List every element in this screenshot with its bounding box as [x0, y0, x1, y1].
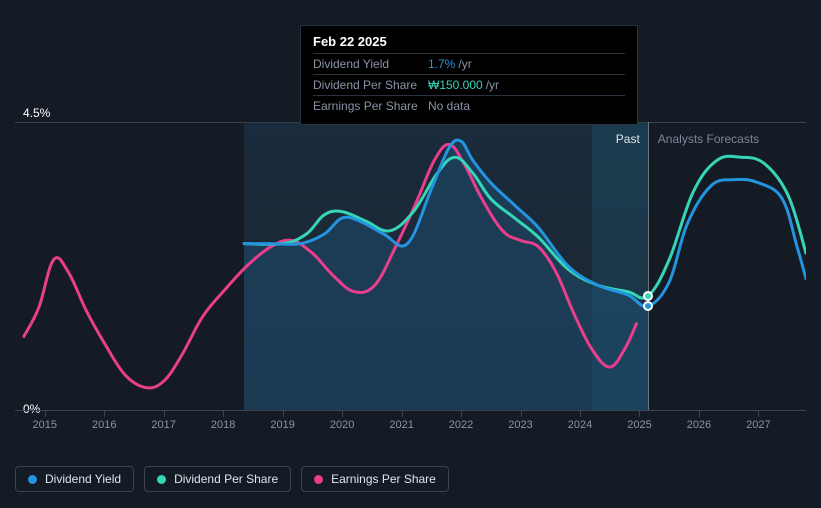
- x-tick-label: 2023: [508, 419, 532, 431]
- tooltip-row: Dividend Yield1.7%/yr: [313, 53, 625, 74]
- legend-item[interactable]: Dividend Per Share: [144, 466, 291, 492]
- tooltip-metric-label: Dividend Per Share: [313, 78, 428, 92]
- x-tick-label: 2022: [449, 419, 473, 431]
- legend-dot: [314, 475, 323, 484]
- x-tick-line: [580, 411, 581, 417]
- x-tick-line: [164, 411, 165, 417]
- tooltip-metric-value: ₩150.000: [428, 78, 483, 92]
- legend-label: Earnings Per Share: [331, 472, 436, 486]
- legend-label: Dividend Yield: [45, 472, 121, 486]
- tooltip-metric-unit: /yr: [486, 78, 499, 92]
- x-tick-line: [45, 411, 46, 417]
- x-tick-line: [639, 411, 640, 417]
- line-chart-svg: [15, 122, 806, 410]
- x-tick-label: 2015: [32, 419, 56, 431]
- tooltip-row: Dividend Per Share₩150.000/yr: [313, 74, 625, 95]
- tooltip-metric-unit: /yr: [458, 57, 471, 71]
- tooltip-date: Feb 22 2025: [313, 34, 625, 53]
- chart-area: 4.5% Past Analysts Forecasts 0% 20152016…: [15, 110, 806, 438]
- x-tick-line: [699, 411, 700, 417]
- legend-dot: [28, 475, 37, 484]
- tooltip-metric-label: Dividend Yield: [313, 57, 428, 71]
- x-tick-label: 2017: [151, 419, 175, 431]
- x-tick-line: [104, 411, 105, 417]
- x-tick-line: [223, 411, 224, 417]
- x-tick-line: [283, 411, 284, 417]
- x-tick-label: 2027: [746, 419, 770, 431]
- tooltip-row: Earnings Per ShareNo data: [313, 95, 625, 116]
- x-tick-label: 2025: [627, 419, 651, 431]
- legend-label: Dividend Per Share: [174, 472, 278, 486]
- y-axis-max-label: 4.5%: [23, 106, 50, 120]
- x-tick-label: 2019: [270, 419, 294, 431]
- tooltip-metric-value: No data: [428, 99, 470, 113]
- x-axis: 2015 2016 2017 2018 2019 2020 2021 2022 2023 2024…: [15, 410, 806, 438]
- tooltip-metric-value: 1.7%: [428, 57, 455, 71]
- legend-item[interactable]: Dividend Yield: [15, 466, 134, 492]
- tooltip-metric-label: Earnings Per Share: [313, 99, 428, 113]
- dividend-yield-area-fill: [244, 140, 648, 410]
- x-tick-line: [461, 411, 462, 417]
- x-tick-line: [342, 411, 343, 417]
- x-tick-label: 2021: [389, 419, 413, 431]
- x-tick-label: 2016: [92, 419, 116, 431]
- x-tick-label: 2018: [211, 419, 235, 431]
- x-tick-line: [402, 411, 403, 417]
- x-tick-line: [521, 411, 522, 417]
- x-tick-label: 2026: [687, 419, 711, 431]
- x-tick-line: [758, 411, 759, 417]
- x-tick-label: 2024: [568, 419, 592, 431]
- chart-legend: Dividend Yield Dividend Per Share Earnings…: [15, 466, 449, 492]
- legend-item[interactable]: Earnings Per Share: [301, 466, 449, 492]
- x-tick-label: 2020: [330, 419, 354, 431]
- plot-area[interactable]: [15, 122, 806, 410]
- legend-dot: [157, 475, 166, 484]
- hover-tooltip: Feb 22 2025 Dividend Yield1.7%/yrDividen…: [300, 25, 638, 125]
